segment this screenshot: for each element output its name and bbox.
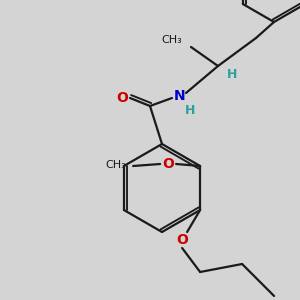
Text: H: H bbox=[227, 68, 237, 80]
Text: N: N bbox=[174, 89, 186, 103]
Text: H: H bbox=[185, 103, 195, 116]
Text: O: O bbox=[116, 91, 128, 105]
Text: CH₃: CH₃ bbox=[161, 35, 182, 45]
Text: O: O bbox=[176, 233, 188, 247]
Text: CH₃: CH₃ bbox=[105, 160, 126, 170]
Text: O: O bbox=[162, 157, 174, 171]
